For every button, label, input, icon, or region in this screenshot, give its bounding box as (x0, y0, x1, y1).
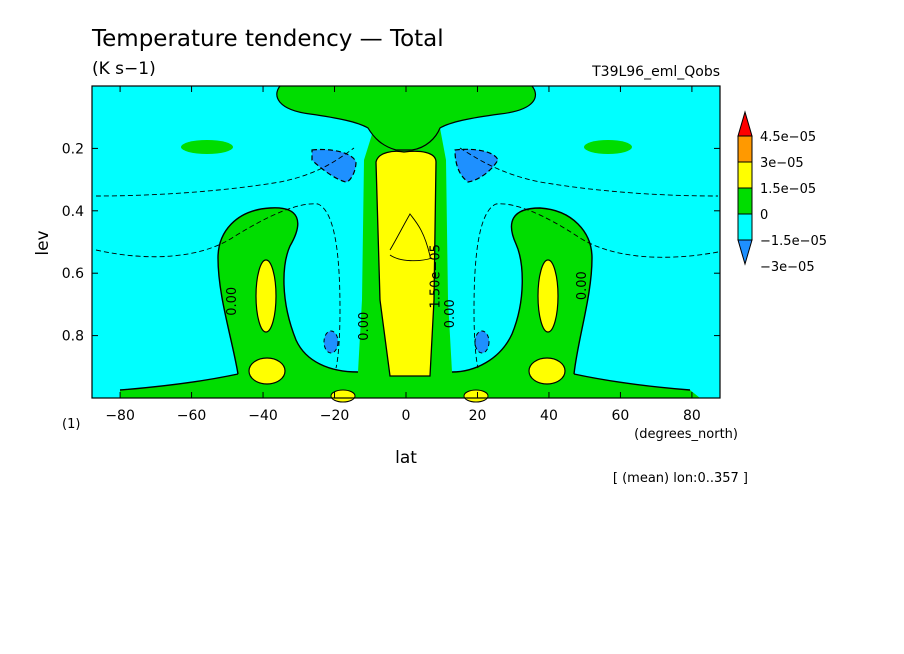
contour-label-text: 0.00 (357, 312, 372, 341)
contour-solid-left-loop (217, 207, 359, 375)
x-tick-label: −40 (248, 408, 278, 424)
contour-label-text: 0.00 (225, 287, 240, 316)
chart-units: (K s−1) (92, 59, 156, 79)
x-tick-label: 20 (469, 408, 487, 424)
contour-label: 0.00 (225, 287, 240, 316)
contour-dashed-left (95, 203, 341, 369)
y-axis-units: (1) (62, 417, 80, 432)
green-region-bottom-band (120, 207, 700, 398)
contour-dashed-upper (95, 147, 719, 197)
chart-title: Temperature tendency — Total (91, 26, 444, 52)
contour-solid-top-green (276, 85, 537, 151)
colorbar-segment (737, 213, 753, 241)
contour-label: 0.00 (443, 299, 458, 328)
green-blob-left (181, 140, 233, 154)
contour-solid-base (119, 373, 691, 391)
yellow-blob-surface-right (463, 389, 489, 403)
colorbar-label: 3e−05 (760, 156, 804, 171)
yellow-central-column (375, 150, 437, 377)
x-tick-label: 60 (612, 408, 630, 424)
y-tick-label: 0.2 (62, 141, 84, 157)
contour-center-inner (389, 213, 431, 257)
x-tick-label: −80 (105, 408, 135, 424)
x-tick-label: 0 (402, 408, 411, 424)
colorbar-segment (737, 187, 753, 215)
blue-region-upper-right (454, 148, 499, 183)
x-tick-label: 40 (540, 408, 558, 424)
contour-label-text: 0.00 (575, 271, 590, 300)
yellow-blob-surface-left (330, 389, 356, 403)
x-tick-label: −20 (320, 408, 350, 424)
yellow-lobe-right (537, 259, 559, 333)
colorbar-label: 0 (760, 208, 768, 223)
y-axis: 0.2 0.4 0.6 0.8 (62, 141, 720, 345)
x-axis: −80 −60 −40 −20 0 20 40 60 80 (105, 86, 701, 424)
contour-label: 1.50e−05 (429, 244, 444, 308)
averaging-note: [ (mean) lon:0..357 ] (613, 471, 748, 486)
contour-label: 0.00 (357, 312, 372, 341)
colorbar-label: −3e−05 (760, 260, 815, 275)
contour-center-lower (389, 254, 433, 262)
colorbar-label: −1.5e−05 (760, 234, 827, 249)
colorbar-segment (737, 161, 753, 189)
contour-label-text: 1.50e−05 (429, 244, 444, 308)
contour-solid-right-loop (451, 207, 593, 375)
yellow-lobe-left (255, 259, 277, 333)
x-tick-label: −60 (177, 408, 207, 424)
colorbar-label: 1.5e−05 (760, 182, 816, 197)
colorbar-label: 4.5e−05 (760, 130, 816, 145)
x-axis-label: lat (395, 448, 417, 468)
colorbar-segment (737, 135, 753, 163)
x-tick-label: 80 (683, 408, 701, 424)
colorbar-arrow-bottom (737, 239, 753, 266)
yellow-blob-bottom-left (248, 357, 286, 385)
plot-area: 0.000.001.50e−050.000.00 (92, 85, 720, 403)
blue-blob-lower-right (474, 330, 490, 354)
colorbar: 4.5e−05 3e−05 1.5e−05 0 −1.5e−05 −3e−05 (737, 110, 827, 275)
contour-label: 0.00 (575, 271, 590, 300)
y-tick-label: 0.6 (62, 266, 84, 282)
contour-label-text: 0.00 (443, 299, 458, 328)
colorbar-arrow-top (737, 110, 753, 137)
blue-region-upper-left (311, 148, 357, 183)
x-axis-units: (degrees_north) (634, 427, 738, 442)
y-tick-label: 0.8 (62, 329, 84, 345)
blue-blob-lower-left (323, 330, 339, 354)
contour-labels: 0.000.001.50e−050.000.00 (225, 244, 590, 341)
green-region-top (276, 86, 536, 150)
y-axis-label: lev (33, 230, 53, 255)
yellow-blob-bottom-right (528, 357, 566, 385)
y-tick-label: 0.4 (62, 204, 84, 220)
contour-dashed-right (473, 203, 719, 369)
green-blob-right (584, 140, 632, 154)
run-label: T39L96_eml_Qobs (591, 64, 720, 80)
